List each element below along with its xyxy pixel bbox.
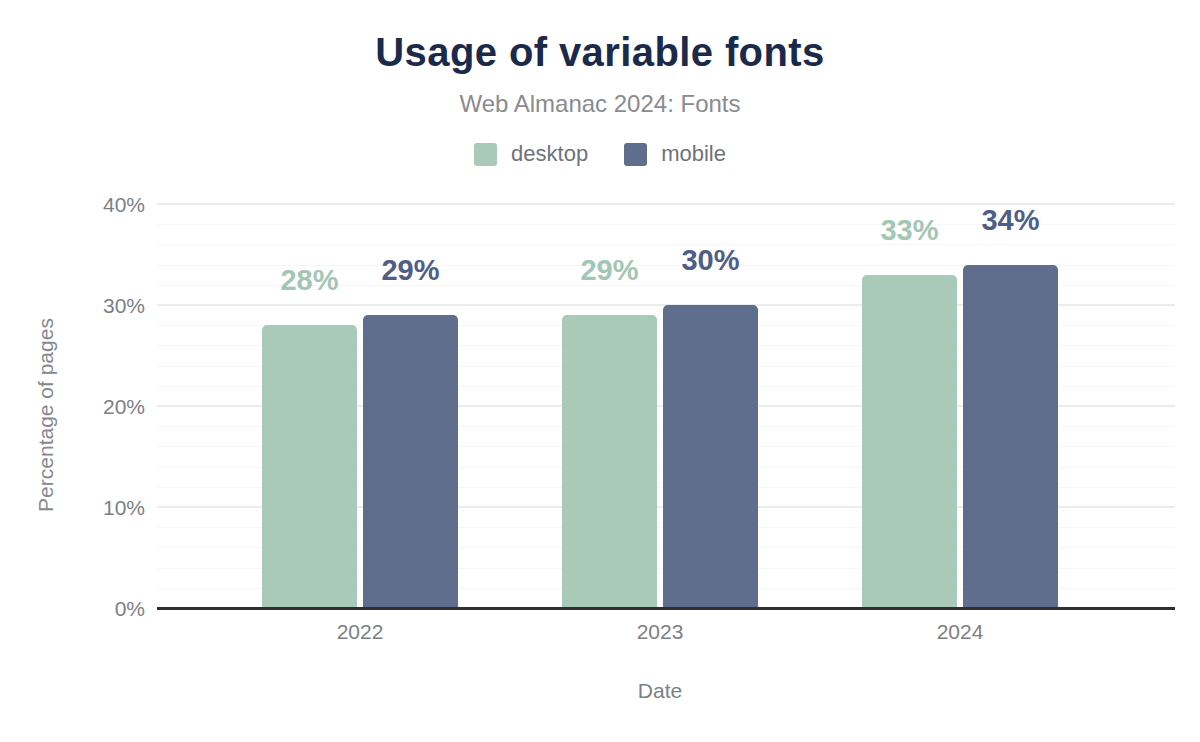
bar-desktop-2023[interactable] [562, 315, 657, 608]
x-axis-line [157, 607, 1175, 610]
y-axis-title: Percentage of pages [34, 318, 58, 512]
x-tick-label-2022: 2022 [250, 621, 470, 642]
chart-container: Usage of variable fonts Web Almanac 2024… [0, 0, 1200, 742]
x-tick-label-2023: 2023 [550, 621, 770, 642]
bar-mobile-2024[interactable] [963, 265, 1058, 608]
data-label-mobile-2024: 34% [941, 206, 1081, 235]
bar-mobile-2023[interactable] [663, 305, 758, 608]
bar-desktop-2024[interactable] [862, 275, 957, 608]
data-label-mobile-2022: 29% [341, 256, 481, 285]
x-axis-title: Date [560, 679, 760, 703]
y-tick-label-40: 40% [35, 194, 145, 215]
x-tick-label-2024: 2024 [850, 621, 1070, 642]
y-tick-label-0: 0% [35, 598, 145, 619]
data-label-mobile-2023: 30% [641, 246, 781, 275]
plot-area: 28%29%33%29%30%34%0%10%20%30%40%20222023… [0, 0, 1200, 742]
y-tick-label-30: 30% [35, 295, 145, 316]
bar-desktop-2022[interactable] [262, 325, 357, 608]
bar-mobile-2022[interactable] [363, 315, 458, 608]
